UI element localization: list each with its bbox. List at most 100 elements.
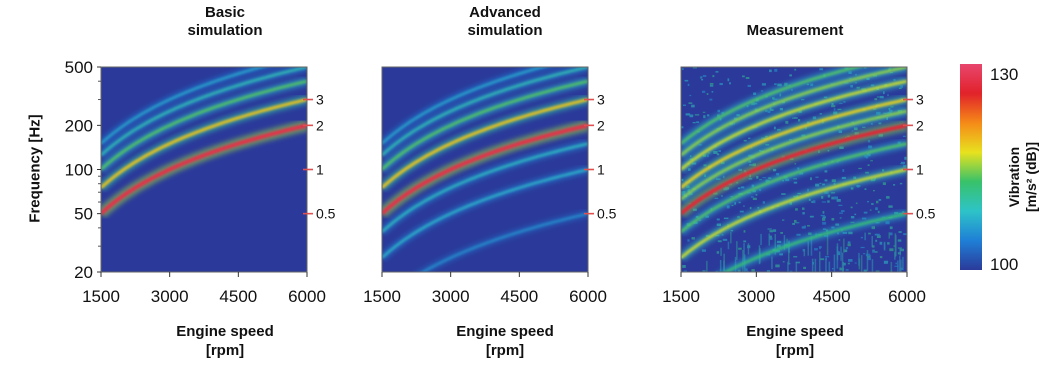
noise-speckle — [682, 265, 686, 268]
noise-streak — [723, 253, 725, 272]
noise-streak — [787, 261, 789, 272]
noise-speckle — [717, 109, 720, 113]
noise-speckle — [863, 211, 868, 214]
noise-speckle — [752, 197, 757, 200]
noise-speckle — [886, 196, 890, 199]
noise-speckle — [871, 203, 874, 205]
noise-speckle — [681, 178, 684, 182]
order-label: 1 — [597, 162, 605, 178]
noise-speckle — [762, 201, 765, 204]
noise-speckle — [847, 241, 851, 244]
noise-speckle — [716, 218, 720, 221]
noise-speckle — [847, 262, 850, 265]
noise-speckle — [879, 256, 883, 259]
noise-speckle — [865, 253, 870, 257]
noise-speckle — [681, 68, 684, 70]
order-line — [681, 67, 862, 145]
noise-speckle — [803, 266, 806, 269]
panel-title-line2: simulation — [187, 22, 263, 39]
noise-speckle — [827, 200, 830, 203]
noise-streak — [730, 232, 732, 244]
panel-title-line2: simulation — [467, 22, 543, 39]
noise-speckle — [854, 213, 857, 216]
noise-speckle — [802, 212, 805, 215]
noise-streak — [743, 243, 745, 261]
order-line — [681, 168, 907, 259]
x-tick-label: 3000 — [151, 287, 189, 306]
noise-speckle — [899, 182, 903, 185]
noise-speckle — [688, 168, 691, 171]
order-line — [382, 67, 546, 145]
noise-speckle — [743, 139, 747, 142]
noise-speckle — [794, 220, 797, 223]
noise-speckle — [808, 232, 812, 235]
order-line — [681, 142, 907, 234]
noise-speckle — [811, 201, 814, 203]
order-line — [382, 123, 588, 216]
noise-speckle — [876, 200, 879, 204]
noise-speckle — [860, 236, 863, 239]
noise-speckle — [687, 83, 690, 86]
noise-streak — [900, 259, 902, 272]
x-tick-label: 3000 — [432, 287, 470, 306]
noise-streak — [843, 238, 845, 253]
noise-speckle — [716, 153, 720, 156]
noise-speckle — [709, 98, 713, 101]
colorbar-min-label: 100 — [990, 255, 1018, 274]
noise-speckle — [796, 233, 801, 236]
noise-speckle — [875, 270, 880, 272]
noise-speckle — [692, 67, 697, 69]
noise-speckle — [700, 76, 703, 79]
noise-speckle — [747, 84, 751, 87]
noise-speckle — [848, 231, 853, 235]
noise-speckle — [843, 249, 848, 253]
noise-speckle — [748, 137, 751, 139]
noise-speckle — [712, 75, 715, 78]
noise-streak — [899, 247, 901, 256]
noise-speckle — [803, 225, 806, 228]
noise-speckle — [711, 91, 714, 93]
noise-speckle — [801, 99, 805, 101]
noise-streak — [811, 258, 814, 272]
noise-speckle — [723, 217, 729, 220]
noise-speckle — [853, 127, 858, 131]
noise-streak — [841, 252, 844, 272]
noise-streak — [902, 256, 904, 271]
noise-speckle — [885, 221, 890, 225]
noise-speckle — [709, 83, 714, 85]
y-tick-label: 100 — [65, 161, 93, 180]
noise-speckle — [842, 262, 846, 266]
panel-title-line2: Measurement — [746, 22, 844, 39]
x-tick-label: 1500 — [82, 287, 120, 306]
noise-speckle — [836, 199, 841, 202]
noise-speckle — [878, 199, 882, 201]
order-label: 2 — [597, 117, 605, 133]
noise-speckle — [831, 105, 836, 108]
x-axis-title-basic: Engine speed [rpm] — [150, 322, 300, 360]
order-label: 0.5 — [597, 206, 617, 222]
noise-speckle — [824, 256, 830, 258]
noise-speckle — [701, 79, 704, 81]
noise-speckle — [740, 186, 745, 189]
noise-speckle — [801, 226, 806, 229]
noise-speckle — [767, 110, 771, 113]
noise-speckle — [860, 246, 865, 249]
noise-speckle — [719, 83, 723, 86]
order-label: 3 — [597, 92, 605, 108]
noise-speckle — [774, 68, 778, 72]
noise-speckle — [898, 231, 902, 233]
noise-speckle — [848, 259, 853, 262]
x-tick-label: 4500 — [219, 287, 257, 306]
noise-speckle — [702, 270, 706, 272]
noise-speckle — [840, 268, 845, 271]
x-axis-title-line1: Engine speed — [746, 323, 844, 340]
noise-speckle — [766, 270, 770, 272]
order-line — [421, 212, 588, 272]
noise-speckle — [794, 163, 797, 165]
noise-speckle — [743, 230, 746, 233]
noise-speckle — [748, 178, 753, 180]
noise-speckle — [713, 151, 718, 154]
noise-speckle — [749, 164, 753, 166]
noise-speckle — [893, 245, 896, 247]
noise-speckle — [787, 263, 791, 265]
